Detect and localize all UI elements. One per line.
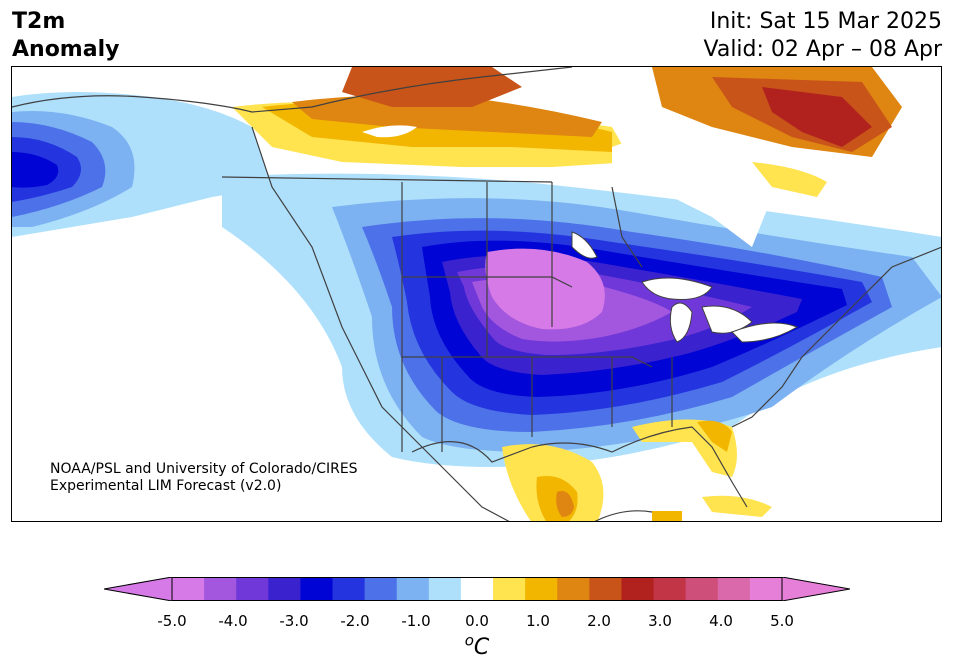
colorbar-segment [204, 577, 237, 601]
colorbar-tick-label: 5.0 [770, 612, 794, 630]
valid-date: Valid: 02 Apr – 08 Apr [703, 37, 943, 62]
colorbar-segment [460, 577, 494, 601]
credit-line-1: NOAA/PSL and University of Colorado/CIRE… [50, 461, 358, 477]
colorbar-segment [236, 577, 269, 601]
map-canvas [12, 67, 941, 521]
colorbar-segment [749, 577, 783, 601]
canada-arctic-anomaly [232, 67, 902, 197]
colorbar-tick-label: 0.0 [465, 612, 489, 630]
colorbar-tick-label: 3.0 [648, 612, 672, 630]
colorbar-tick-label: 4.0 [709, 612, 733, 630]
colorbar-tick-label: 2.0 [587, 612, 611, 630]
map-title: T2m Anomaly [12, 8, 119, 64]
colorbar-segment [717, 577, 751, 601]
colorbar-segment [172, 577, 205, 601]
colorbar-segment [428, 577, 462, 601]
colorbar-tick-label: -5.0 [157, 612, 187, 630]
coastlines-borders [12, 67, 941, 521]
colorbar-segment [653, 577, 687, 601]
colorbar-tick-label: 1.0 [526, 612, 550, 630]
anomaly-map: NOAA/PSL and University of Colorado/CIRE… [11, 66, 942, 522]
credit-line-2: Experimental LIM Forecast (v2.0) [50, 478, 282, 494]
colorbar-segment [332, 577, 366, 601]
forecast-dates: Init: Sat 15 Mar 2025 Valid: 02 Apr – 08… [704, 8, 943, 64]
colorbar-segment [589, 577, 622, 601]
alaska-anomaly [12, 92, 272, 237]
colorbar-tick-label: -3.0 [279, 612, 309, 630]
colorbar-ticks: -5.0 -4.0 -3.0 -2.0 -1.0 0.0 1.0 2.0 3.0 4.0 5.0 [0, 612, 954, 632]
colorbar-segment [300, 577, 334, 601]
colorbar-tick-label: -4.0 [218, 612, 248, 630]
title-line-2: Anomaly [12, 37, 120, 62]
lakes [362, 125, 799, 343]
colorbar-segment [685, 577, 719, 601]
colorbar-units: oC oC [465, 632, 490, 660]
colorbar-tick-label: -1.0 [401, 612, 431, 630]
colorbar-under-arrow [104, 577, 173, 601]
credit-text: NOAA/PSL and University of Colorado/CIRE… [50, 461, 358, 495]
us-cold-anomaly [222, 173, 941, 467]
colorbar-segment [364, 577, 398, 601]
colorbar-segment [525, 577, 558, 601]
colorbar-segment [493, 577, 526, 601]
title-line-1: T2m [12, 9, 66, 34]
south-warm-anomaly [502, 419, 772, 521]
colorbar-segment [621, 577, 655, 601]
colorbar [104, 577, 850, 601]
colorbar-segment [268, 577, 301, 601]
colorbar-border [171, 577, 783, 601]
units-label: oC [464, 632, 490, 661]
colorbar-segment [396, 577, 430, 601]
colorbar-over-arrow [781, 577, 850, 601]
colorbar-segment [557, 577, 590, 601]
colorbar-tick-label: -2.0 [340, 612, 370, 630]
init-date: Init: Sat 15 Mar 2025 [709, 9, 942, 34]
